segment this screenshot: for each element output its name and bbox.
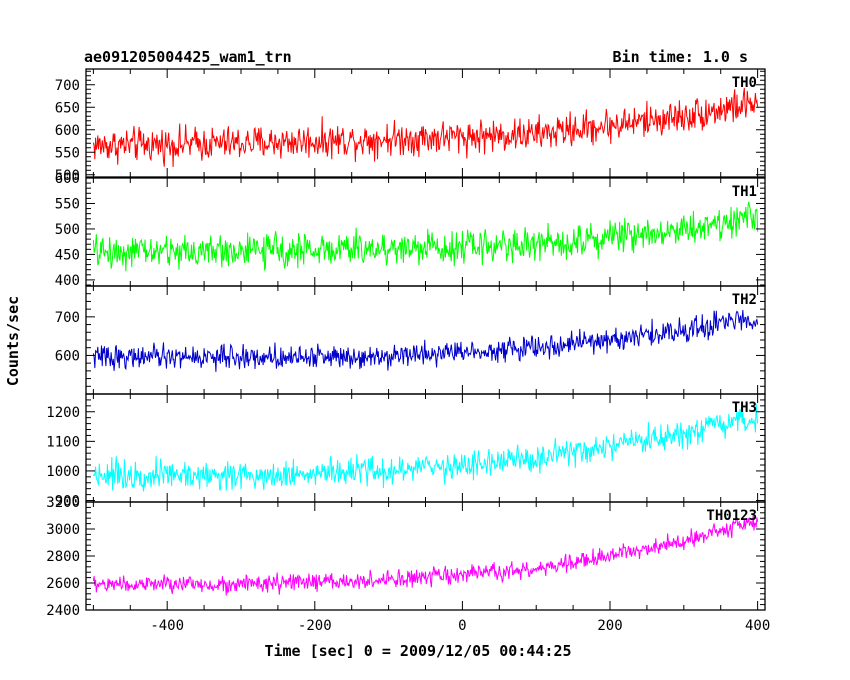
panel-label-th3: TH3 — [732, 400, 757, 416]
y-tick-label: 550 — [55, 196, 80, 212]
panels-group: 500 550 600 650 700 TH0 400 450 500 550 600 TH1 600 7… — [46, 68, 766, 619]
y-tick-label: 650 — [55, 100, 80, 116]
panel-frame — [85, 393, 766, 503]
y-tick-label: 600 — [55, 348, 80, 364]
x-tick-label: 200 — [597, 618, 622, 634]
y-tick-label: 2600 — [46, 576, 80, 592]
panel-label-th0123: TH0123 — [706, 508, 757, 524]
panel-th0: 500 550 600 650 700 TH0 — [55, 68, 766, 184]
y-tick-label: 500 — [55, 222, 80, 238]
x-tick-label: -200 — [298, 618, 332, 634]
y-tick-label: 1000 — [46, 464, 80, 480]
series-line-th0123 — [92, 513, 759, 596]
series-line-th1 — [92, 201, 759, 272]
panel-th0123: 2400 2600 2800 3000 3200 TH0123 — [46, 495, 766, 619]
y-tick-label: 1100 — [46, 434, 80, 450]
y-axis-label: Counts/sec — [4, 296, 22, 386]
panel-label-th2: TH2 — [732, 292, 757, 308]
y-tick-label: 600 — [55, 123, 80, 139]
panel-th2: 600 700 TH2 — [55, 285, 766, 395]
series-line-th3 — [92, 403, 759, 492]
panel-label-th1: TH1 — [732, 184, 757, 200]
y-tick-label: 2800 — [46, 549, 80, 565]
panel-frame — [85, 285, 766, 395]
chart-title: ae091205004425_wam1_trn — [84, 48, 292, 66]
y-tick-label: 550 — [55, 145, 80, 161]
panel-th1: 400 450 500 550 600 TH1 — [55, 171, 766, 289]
panel-th3: 900 1000 1100 1200 TH3 — [46, 393, 766, 510]
series-line-th0 — [92, 87, 759, 168]
y-tick-label: 3200 — [46, 495, 80, 511]
x-tick-labels: -400 -200 0 200 400 — [150, 618, 770, 634]
x-tick-label: -400 — [150, 618, 184, 634]
y-tick-label: 600 — [55, 171, 80, 187]
y-tick-label: 400 — [55, 273, 80, 289]
panel-frame — [85, 177, 766, 287]
series-line-th2 — [92, 309, 759, 372]
y-tick-label: 1200 — [46, 405, 80, 421]
y-tick-label: 3000 — [46, 522, 80, 538]
bin-time-label: Bin time: 1.0 s — [613, 48, 748, 66]
y-tick-label: 2400 — [46, 603, 80, 619]
y-tick-label: 900 — [55, 494, 80, 510]
y-tick-label: 450 — [55, 247, 80, 263]
x-tick-label: 0 — [458, 618, 466, 634]
y-tick-label: 700 — [55, 78, 80, 94]
panel-frame — [85, 501, 766, 611]
y-tick-label: 500 — [55, 168, 80, 184]
panel-label-th0: TH0 — [732, 75, 757, 91]
y-tick-label: 700 — [55, 310, 80, 326]
x-axis-label: Time [sec] 0 = 2009/12/05 00:44:25 — [264, 642, 571, 660]
x-tick-label: 400 — [745, 618, 770, 634]
